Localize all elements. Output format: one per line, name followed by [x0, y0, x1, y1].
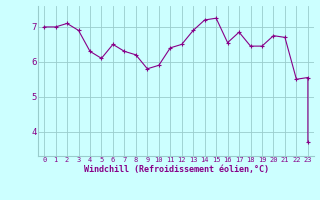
- X-axis label: Windchill (Refroidissement éolien,°C): Windchill (Refroidissement éolien,°C): [84, 165, 268, 174]
